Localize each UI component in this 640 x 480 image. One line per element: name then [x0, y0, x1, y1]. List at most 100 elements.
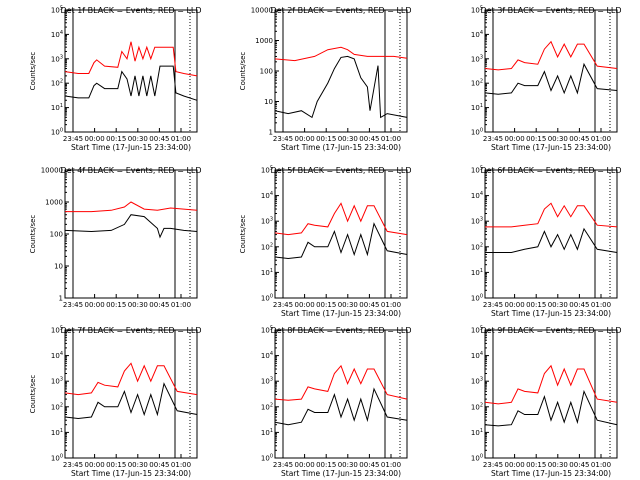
x-tick-label: 00:45 — [569, 461, 589, 469]
panel-title: Det 2f BLACK = Events, RED = LLD — [270, 6, 411, 15]
x-tick-label: 01:00 — [381, 135, 401, 143]
y-tick-label: 100 — [471, 128, 483, 137]
y-tick-label: 100 — [51, 454, 63, 463]
detector-panel-7: 100 101 102 103 104 105 23:45 00:00 00:15 00:30 00… — [29, 326, 202, 479]
detector-panel-8: 100 101 102 103 104 105 23:45 00:00 00:15 00:30 00… — [261, 326, 412, 479]
y-tick-label: 101 — [261, 268, 273, 277]
y-tick-label: 103 — [51, 54, 63, 63]
y-tick-label: 101 — [471, 268, 483, 277]
y-tick-label: 103 — [471, 217, 483, 226]
y-tick-label: 102 — [261, 402, 273, 411]
x-tick-label: 00:15 — [106, 135, 126, 143]
detector-panel-6: 100 101 102 103 104 105 23:45 00:00 00:15 00:30 00… — [471, 166, 622, 319]
events-series-line — [64, 65, 198, 101]
y-tick-label: 100 — [471, 294, 483, 303]
x-tick-label: 00:30 — [338, 135, 358, 143]
y-tick-label: 100 — [51, 128, 63, 137]
y-axis-label: Counts/sec — [239, 52, 247, 91]
lld-series-line — [484, 364, 618, 405]
y-tick-label: 105 — [471, 6, 483, 15]
x-tick-label: 00:00 — [505, 301, 525, 309]
x-tick-label: 23:45 — [63, 135, 83, 143]
y-tick-label: 100 — [261, 294, 273, 303]
x-tick-label: 00:45 — [359, 135, 379, 143]
x-tick-label: 01:00 — [381, 301, 401, 309]
y-tick-label: 102 — [471, 79, 483, 88]
y-tick-label: 105 — [261, 326, 273, 335]
y-tick-label: 101 — [471, 103, 483, 112]
x-tick-label: 00:15 — [106, 461, 126, 469]
x-tick-label: 00:00 — [295, 301, 315, 309]
x-tick-label: 00:45 — [569, 135, 589, 143]
events-series-line — [274, 55, 408, 119]
x-axis-label: Start Time (17-Jun-15 23:34:00) — [281, 309, 401, 318]
y-tick-label: 103 — [261, 377, 273, 386]
plot-frame — [274, 329, 408, 459]
y-tick-label: 102 — [471, 402, 483, 411]
plot-frame — [484, 329, 618, 459]
detector-panel-5: 100 101 102 103 104 105 23:45 00:00 00:15 00:30 00… — [239, 166, 412, 319]
events-series-line — [64, 214, 198, 239]
x-tick-label: 01:00 — [591, 135, 611, 143]
x-tick-label: 23:45 — [63, 461, 83, 469]
x-tick-label: 00:30 — [338, 461, 358, 469]
plot-frame — [484, 169, 618, 299]
y-axis-label: Counts/sec — [29, 52, 37, 91]
detector-panel-4: 1 10 100 1000 10000 23:45 00:00 00:15 00:30 00:45… — [29, 166, 202, 309]
x-tick-label: 00:15 — [526, 461, 546, 469]
y-tick-label: 104 — [51, 30, 63, 39]
x-tick-label: 23:45 — [483, 461, 503, 469]
x-axis-label: Start Time (17-Jun-15 23:34:00) — [281, 469, 401, 478]
x-axis-label: Start Time (17-Jun-15 23:34:00) — [491, 469, 611, 478]
x-tick-label: 00:00 — [295, 135, 315, 143]
y-tick-label: 103 — [261, 217, 273, 226]
lld-series-line — [64, 362, 198, 396]
panel-title: Det 8f BLACK = Events, RED = LLD — [270, 326, 411, 335]
panel-title: Det 7f BLACK = Events, RED = LLD — [60, 326, 201, 335]
x-tick-label: 00:30 — [548, 301, 568, 309]
y-tick-label: 1 — [269, 129, 273, 137]
y-tick-label: 104 — [261, 351, 273, 360]
y-tick-label: 100 — [50, 231, 63, 239]
x-tick-label: 01:00 — [591, 461, 611, 469]
y-axis-label: Counts/sec — [239, 215, 247, 254]
x-tick-label: 23:45 — [483, 135, 503, 143]
y-tick-label: 103 — [471, 377, 483, 386]
x-tick-label: 00:45 — [569, 301, 589, 309]
x-tick-label: 23:45 — [273, 135, 293, 143]
y-tick-label: 105 — [261, 166, 273, 175]
y-tick-label: 102 — [261, 242, 273, 251]
lld-series-line — [274, 46, 408, 62]
x-axis-label: Start Time (17-Jun-15 23:34:00) — [491, 309, 611, 318]
lld-series-line — [64, 41, 198, 77]
plot-frame — [274, 169, 408, 299]
y-tick-label: 102 — [51, 79, 63, 88]
y-tick-label: 100 — [260, 68, 273, 76]
y-tick-label: 10000 — [41, 167, 63, 175]
y-tick-label: 101 — [261, 428, 273, 437]
y-tick-label: 100 — [471, 454, 483, 463]
x-tick-label: 00:15 — [526, 301, 546, 309]
x-tick-label: 00:45 — [149, 301, 169, 309]
x-tick-label: 01:00 — [171, 461, 191, 469]
x-tick-label: 23:45 — [273, 301, 293, 309]
y-axis-label: Counts/sec — [29, 215, 37, 254]
y-tick-label: 1 — [59, 295, 63, 303]
y-tick-label: 10 — [264, 98, 273, 106]
x-tick-label: 00:00 — [295, 461, 315, 469]
x-tick-label: 01:00 — [591, 301, 611, 309]
x-tick-label: 01:00 — [381, 461, 401, 469]
x-axis-label: Start Time (17-Jun-15 23:34:00) — [281, 143, 401, 152]
x-tick-label: 00:00 — [505, 135, 525, 143]
y-tick-label: 101 — [51, 428, 63, 437]
x-axis-label: Start Time (17-Jun-15 23:34:00) — [491, 143, 611, 152]
x-tick-label: 00:45 — [359, 461, 379, 469]
panel-title: Det 6f BLACK = Events, RED = LLD — [480, 166, 621, 175]
panel-title: Det 9f BLACK = Events, RED = LLD — [480, 326, 621, 335]
lld-series-line — [65, 201, 198, 213]
x-tick-label: 23:45 — [483, 301, 503, 309]
events-series-line — [484, 389, 618, 427]
x-tick-label: 00:30 — [548, 135, 568, 143]
y-tick-label: 102 — [51, 402, 63, 411]
